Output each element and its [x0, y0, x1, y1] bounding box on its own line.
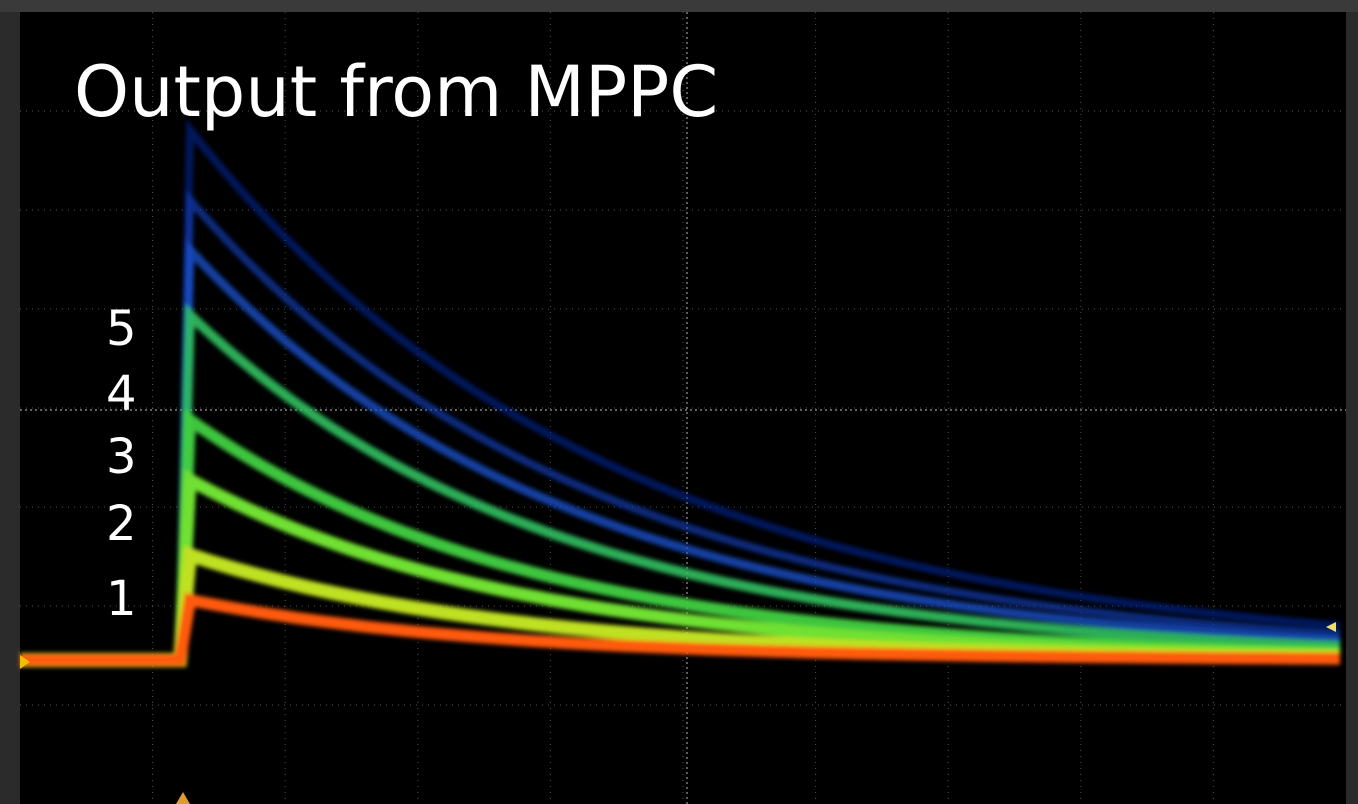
trace [20, 238, 1341, 665]
title: Output from MPPC [74, 51, 718, 133]
level-marker [1326, 622, 1336, 632]
peak-label: 1 [106, 571, 137, 627]
peak-label: 2 [106, 496, 137, 552]
trace [20, 303, 1341, 665]
trace [20, 189, 1341, 664]
peak-label: 3 [106, 429, 137, 485]
top-strip [0, 0, 1358, 12]
peak-labels: 5 4 3 2 1 [106, 301, 137, 627]
peak-label: 4 [106, 366, 137, 422]
trace [20, 118, 1341, 664]
channel-marker [20, 655, 30, 669]
traces [20, 118, 1341, 667]
grid [20, 12, 1346, 804]
trace [20, 592, 1341, 666]
peak-label: 5 [106, 301, 137, 357]
trigger-marker [176, 792, 190, 804]
